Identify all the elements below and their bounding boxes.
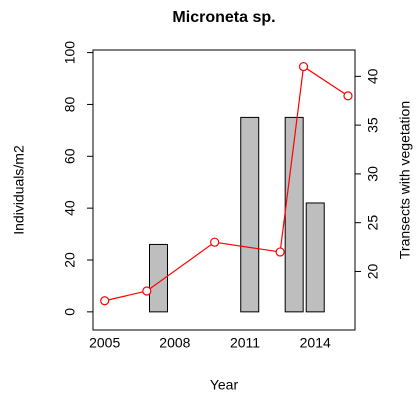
x-tick-label: 2005 <box>89 335 120 351</box>
point <box>275 247 285 257</box>
y2-tick-label: 40 <box>365 68 381 84</box>
y-tick-label: 60 <box>62 148 78 164</box>
x-tick-label: 2011 <box>230 335 260 351</box>
y-tick-label: 20 <box>62 252 78 268</box>
y-tick-label: 0 <box>62 308 78 316</box>
x-tick-label: 2014 <box>300 335 331 351</box>
bar <box>284 116 304 313</box>
y2-tick-label: 35 <box>365 117 381 133</box>
x-axis-label: Year <box>210 377 239 393</box>
plot-box <box>92 49 356 331</box>
y2-tick-label: 30 <box>365 166 381 182</box>
y2-tick-label: 20 <box>365 263 381 279</box>
point <box>100 296 110 306</box>
y2-axis-label: Transects with vegetation <box>397 101 413 259</box>
y-tick-label: 80 <box>62 96 78 112</box>
y2-tick-label: 25 <box>365 215 381 231</box>
bar <box>149 243 168 313</box>
y-tick-label: 40 <box>62 200 78 216</box>
line <box>104 65 349 302</box>
point <box>142 286 152 296</box>
point <box>343 91 353 101</box>
x-tick-label: 2008 <box>159 335 190 351</box>
y-tick-label: 100 <box>62 41 78 65</box>
bar <box>240 116 260 313</box>
bar <box>305 202 325 313</box>
point <box>298 61 309 72</box>
y-axis-label: Individuals/m2 <box>11 145 27 235</box>
point <box>210 237 220 247</box>
chart-title: Microneta sp. <box>172 9 275 26</box>
